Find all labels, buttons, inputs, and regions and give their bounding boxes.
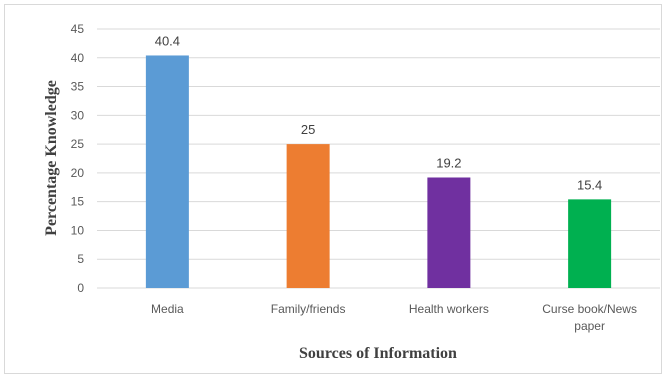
x-tick-label-line: Curse book/News xyxy=(542,302,637,316)
x-axis-title: Sources of Information xyxy=(299,345,457,362)
x-tick-label-line: Health workers xyxy=(409,302,489,316)
data-label: 25 xyxy=(301,122,315,137)
x-tick-label: Curse book/News paper xyxy=(542,302,637,333)
y-tick-label: 45 xyxy=(71,22,85,36)
y-tick-label: 10 xyxy=(71,223,85,237)
y-tick-label: 30 xyxy=(71,108,85,122)
bar xyxy=(145,55,189,288)
x-tick-label: Health workers xyxy=(409,302,489,316)
gridlines xyxy=(97,28,660,289)
data-labels: 40.4 25 19.2 15.4 xyxy=(155,33,603,192)
y-tick-labels: 0 5 10 15 20 25 30 35 40 45 xyxy=(71,22,85,295)
x-tick-labels: Media Family/friends Health workers Curse b… xyxy=(151,302,637,333)
x-tick-label-line: Family/friends xyxy=(271,302,346,316)
data-label: 40.4 xyxy=(155,33,180,48)
bar xyxy=(427,177,471,288)
data-label: 15.4 xyxy=(577,177,602,192)
x-tick-label-line: Media xyxy=(151,302,184,316)
bar xyxy=(568,199,612,288)
data-label: 19.2 xyxy=(436,155,461,170)
chart-frame xyxy=(4,4,662,374)
x-tick-label: Family/friends xyxy=(271,302,346,316)
y-tick-label: 0 xyxy=(77,281,84,295)
x-tick-label: Media xyxy=(151,302,184,316)
bars xyxy=(145,55,612,288)
x-tick-label-line: paper xyxy=(574,319,605,333)
y-tick-label: 25 xyxy=(71,137,85,151)
y-axis-title: Percentage Knowledge xyxy=(43,80,60,236)
y-tick-label: 15 xyxy=(71,195,85,209)
y-tick-label: 5 xyxy=(77,252,84,266)
y-tick-label: 40 xyxy=(71,51,85,65)
y-tick-label: 20 xyxy=(71,166,85,180)
y-tick-label: 35 xyxy=(71,80,85,94)
bar xyxy=(286,144,330,288)
